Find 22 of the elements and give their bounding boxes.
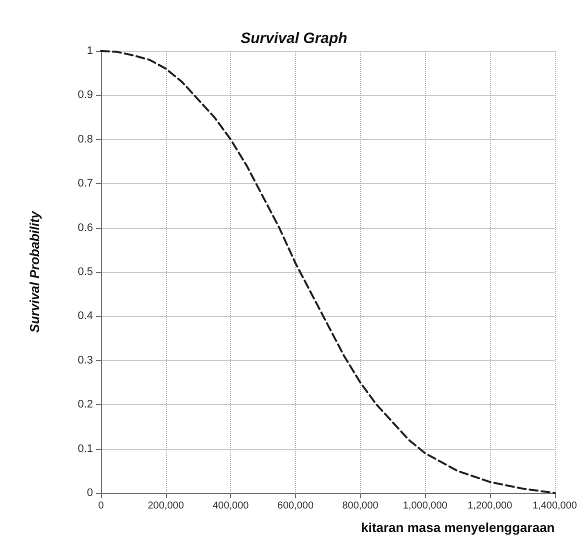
x-axis-title: kitaran masa menyelenggaraan — [361, 520, 555, 535]
y-tick-label: 0.6 — [78, 222, 93, 234]
x-tick-label: 0 — [98, 500, 104, 512]
y-tick-label: 0 — [86, 487, 93, 499]
y-tick-label: 0.9 — [78, 89, 93, 102]
y-axis-title: Survival Probability — [27, 210, 42, 333]
y-tick-label: 1 — [86, 45, 93, 57]
y-tick-label: 0.3 — [78, 354, 93, 366]
y-tick-label: 0.5 — [78, 266, 93, 278]
x-tick-label: 1,400,000 — [532, 500, 578, 512]
chart-title: Survival Graph — [240, 30, 348, 47]
x-tick-label: 1,000,000 — [402, 500, 448, 512]
x-tick-label: 800,000 — [342, 500, 379, 512]
y-tick-label: 0.2 — [78, 398, 93, 411]
x-tick-label: 600,000 — [277, 500, 314, 512]
x-tick-label: 1,200,000 — [468, 500, 513, 512]
y-tick-label: 0.1 — [78, 442, 93, 455]
x-tick-label: 200,000 — [148, 500, 184, 512]
x-tick-label: 400,000 — [212, 500, 250, 512]
y-tick-label: 0.8 — [78, 133, 93, 146]
y-tick-label: 0.4 — [78, 310, 93, 322]
y-tick-label: 0.7 — [78, 178, 93, 190]
